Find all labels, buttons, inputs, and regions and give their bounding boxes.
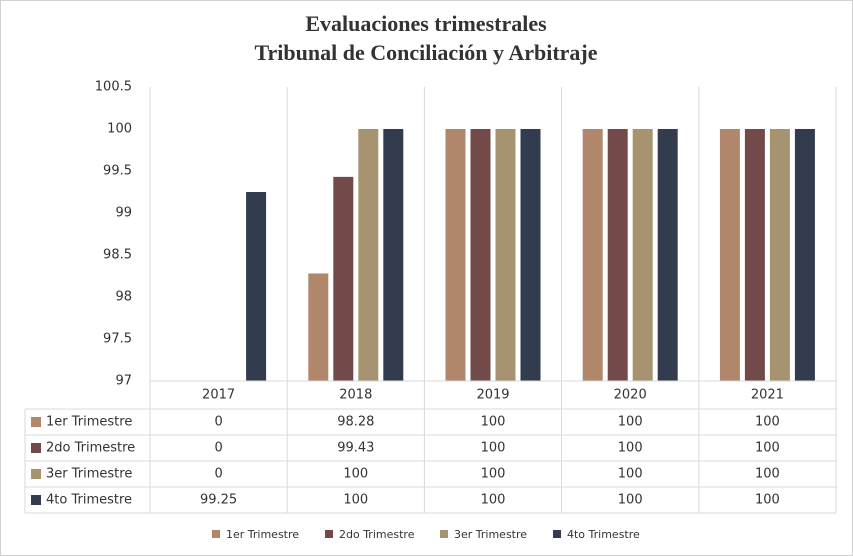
table-value: 0 [214,441,222,456]
legend-label: 1er Trimestre [226,528,299,541]
table-value: 100 [618,415,643,430]
legend-label: 3er Trimestre [454,528,527,541]
table-value: 100 [755,441,780,456]
plot-area [246,129,815,381]
bar [769,129,790,381]
y-tick-label: 99.5 [103,164,132,179]
bar [607,129,628,381]
bar [632,129,653,381]
table-value: 100 [481,441,506,456]
table-value: 100 [343,467,368,482]
table-legend-key [31,495,41,505]
table-legend-key [31,469,41,479]
bar [582,129,603,381]
table-value: 99.25 [200,493,237,508]
table-value: 99.43 [337,441,374,456]
bar [744,129,765,381]
table-row-label: 2do Trimestre [46,441,135,456]
legend-key [325,530,333,538]
table-value: 100 [618,467,643,482]
y-tick-label: 99 [115,206,132,221]
bar [358,129,379,381]
table-value: 100 [481,493,506,508]
table-value: 100 [618,493,643,508]
legend-label: 2do Trimestre [339,528,415,541]
legend-key [553,530,561,538]
table-row-label: 1er Trimestre [46,415,132,430]
bar [657,129,678,381]
legend-label: 4to Trimestre [567,528,640,541]
chart-title: Evaluaciones trimestrales [305,11,547,36]
bar [308,273,329,381]
bar [470,129,491,381]
bar [246,192,267,381]
bar [719,129,740,381]
y-tick-label: 98 [115,290,132,305]
chart-subtitle: Tribunal de Conciliación y Arbitraje [254,40,597,65]
legend-key [440,530,448,538]
table-value: 100 [481,415,506,430]
y-tick-label: 98.5 [103,248,132,263]
y-tick-label: 100.5 [95,80,132,95]
table-value: 100 [755,467,780,482]
y-tick-label: 97.5 [103,332,132,347]
table-legend-key [31,417,41,427]
table-value: 0 [214,467,222,482]
table-value: 100 [755,415,780,430]
table-value: 100 [755,493,780,508]
table-value: 100 [618,441,643,456]
table-value: 100 [481,467,506,482]
x-tick-label: 2018 [339,388,372,403]
table-value: 0 [214,415,222,430]
bar [383,129,404,381]
x-tick-label: 2017 [202,388,235,403]
y-tick-label: 97 [115,374,132,389]
table-legend-key [31,443,41,453]
y-tick-label: 100 [107,122,132,137]
table-row-label: 3er Trimestre [46,467,132,482]
table-value: 98.28 [337,415,374,430]
table-value: 100 [343,493,368,508]
x-tick-label: 2021 [751,388,784,403]
x-tick-label: 2020 [614,388,647,403]
bar [333,176,354,381]
legend-key [212,530,220,538]
bar [495,129,516,381]
bar [445,129,466,381]
table-row-label: 4to Trimestre [46,493,132,508]
x-tick-label: 2019 [476,388,509,403]
bar [520,129,541,381]
bar [794,129,815,381]
